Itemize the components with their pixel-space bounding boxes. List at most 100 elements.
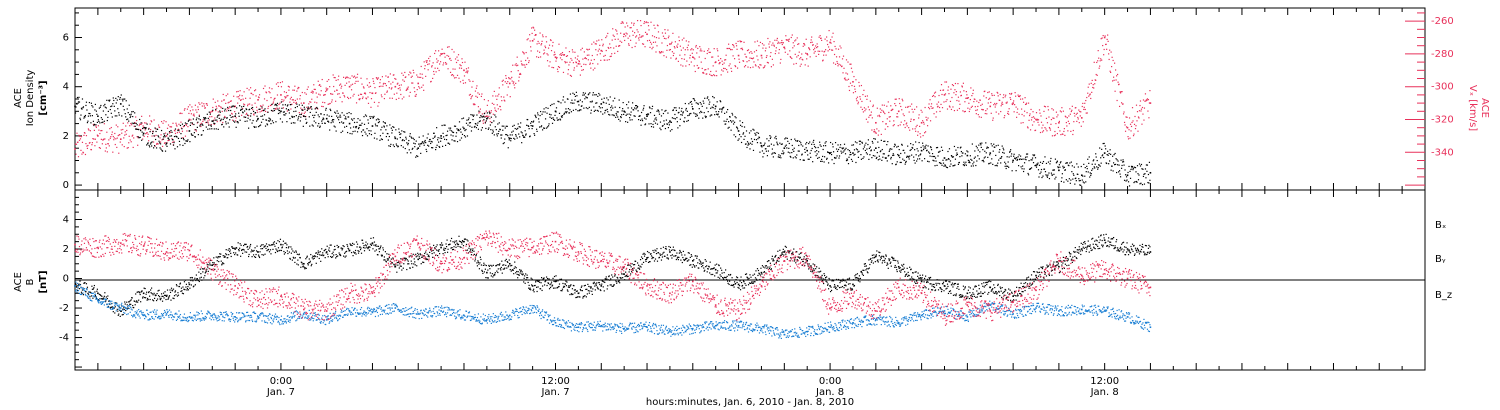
vx-sample	[251, 109, 254, 111]
vx-sample	[935, 116, 937, 118]
vx-sample	[885, 123, 887, 125]
vx-sample	[336, 89, 338, 91]
ion-density-sample	[257, 126, 260, 128]
vx-sample	[984, 90, 986, 92]
bx-sample	[106, 297, 108, 300]
vx-sample	[692, 49, 694, 51]
vx-sample	[670, 43, 673, 45]
bx-sample	[238, 250, 240, 252]
vx-sample	[742, 60, 745, 62]
vx-sample	[605, 49, 607, 52]
vx-sample	[993, 104, 995, 106]
bx-sample	[225, 249, 227, 251]
ion-density-sample	[220, 118, 222, 120]
vx-sample	[201, 102, 203, 104]
ion-density-sample	[1026, 153, 1029, 155]
ion-density-sample	[813, 139, 815, 142]
ion-density-sample	[511, 134, 513, 136]
ion-density-sample	[1068, 164, 1070, 167]
vx-sample	[893, 124, 895, 126]
ion-density-sample	[1139, 165, 1142, 167]
vx-sample	[920, 109, 922, 111]
vx-sample	[447, 68, 449, 70]
vx-sample	[304, 111, 306, 113]
vx-sample	[827, 50, 829, 52]
vx-sample	[778, 48, 780, 51]
vx-point	[234, 105, 236, 108]
vx-sample	[763, 44, 765, 46]
ion-density-sample	[1001, 155, 1003, 158]
vx-sample	[855, 79, 857, 81]
vx-sample	[166, 127, 169, 129]
vx-sample	[365, 98, 368, 100]
vx-sample	[825, 49, 827, 51]
ion-density-sample	[633, 115, 635, 117]
ion-density-sample	[401, 139, 403, 142]
vx-sample	[918, 117, 920, 119]
vx-sample	[381, 76, 384, 78]
ion-density-sample	[179, 124, 182, 127]
ion-density-sample	[1015, 170, 1017, 172]
ion-density-sample	[932, 155, 935, 158]
ion-density-sample	[390, 143, 392, 145]
vx-sample	[367, 96, 369, 98]
vx-sample	[946, 99, 948, 101]
vx-sample	[423, 89, 425, 91]
ion-density-sample	[1142, 175, 1145, 178]
vx-sample	[383, 82, 385, 84]
vx-sample	[641, 35, 643, 37]
bx-sample	[187, 286, 189, 288]
vx-sample	[951, 96, 953, 99]
ion-density-sample	[701, 111, 703, 113]
ion-density-sample	[1084, 175, 1086, 177]
vx-sample	[793, 63, 795, 65]
ion-density-sample	[556, 119, 559, 121]
ion-density-sample	[219, 110, 221, 112]
vx-sample	[811, 41, 813, 43]
bx-sample	[122, 313, 124, 316]
vx-sample	[792, 47, 794, 49]
ion-density-sample	[448, 127, 450, 129]
ion-density-sample	[816, 153, 818, 155]
ion-density-sample	[300, 116, 302, 118]
vx-sample	[943, 101, 945, 103]
ion-density-sample	[106, 99, 108, 101]
ion-density-sample	[877, 141, 879, 143]
vx-sample	[940, 103, 942, 106]
ion-density-sample	[434, 135, 436, 137]
vx-sample	[917, 134, 919, 136]
vx-sample	[661, 42, 663, 44]
vx-sample	[755, 65, 757, 67]
vx-sample	[1052, 109, 1055, 111]
vx-sample	[471, 95, 474, 97]
ion-density-sample	[1100, 157, 1102, 159]
vx-sample	[467, 67, 470, 69]
ion-density-sample	[274, 103, 277, 105]
ion-density-sample	[1066, 162, 1068, 164]
ion-density-sample	[510, 137, 512, 140]
ion-density-sample	[500, 134, 502, 136]
ion-density-sample	[952, 156, 955, 158]
vx-sample	[966, 94, 968, 96]
ion-density-sample	[621, 110, 623, 112]
ion-density-sample	[622, 101, 624, 104]
ion-density-sample	[178, 140, 181, 142]
ion-density-sample	[374, 123, 377, 125]
vx-sample	[389, 97, 391, 99]
ion-density-sample	[255, 120, 258, 122]
ion-density-sample	[853, 149, 856, 151]
vx-sample	[680, 49, 682, 51]
vx-sample	[464, 82, 467, 84]
ion-density-sample	[708, 99, 710, 101]
ion-density-sample	[154, 138, 157, 141]
ion-density-sample	[1145, 164, 1148, 166]
ion-density-sample	[682, 112, 684, 114]
vx-sample	[558, 66, 561, 69]
ion-density-sample	[426, 137, 428, 139]
ion-density-sample	[933, 160, 935, 162]
vx-sample	[202, 119, 204, 121]
ion-density-sample	[551, 103, 553, 106]
ion-density-sample	[629, 119, 631, 121]
vx-sample	[860, 106, 862, 108]
vx-point	[875, 121, 877, 124]
